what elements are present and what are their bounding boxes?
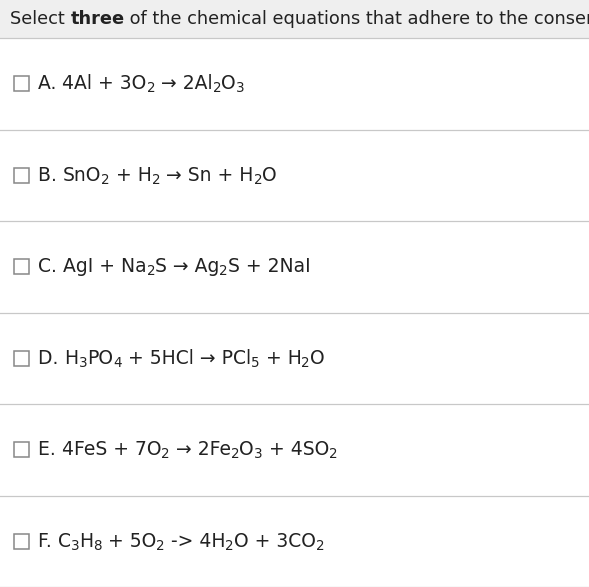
Text: 3: 3 [78, 356, 87, 370]
Text: O: O [221, 74, 236, 93]
Text: + 4SO: + 4SO [263, 440, 329, 459]
Bar [0, 130, 589, 221]
Text: → 2Al: → 2Al [155, 74, 213, 93]
Bar [14, 534, 29, 549]
Text: → Sn + H: → Sn + H [160, 166, 254, 185]
Text: 2: 2 [220, 264, 228, 278]
Bar [14, 442, 29, 457]
Text: D.: D. [38, 349, 64, 367]
Text: 3: 3 [254, 447, 263, 461]
Text: 4Al + 3O: 4Al + 3O [62, 74, 147, 93]
Text: Select: Select [10, 10, 70, 28]
Text: PO: PO [87, 349, 113, 367]
Text: O: O [262, 166, 277, 185]
Text: 2: 2 [226, 539, 234, 553]
Text: A.: A. [38, 74, 62, 93]
Text: B.: B. [38, 166, 63, 185]
Bar [14, 76, 29, 91]
Text: C.: C. [38, 257, 63, 276]
Text: -> 4H: -> 4H [165, 532, 226, 551]
Text: SnO: SnO [63, 166, 101, 185]
Text: 2: 2 [231, 447, 240, 461]
Text: 2: 2 [101, 173, 110, 187]
Text: 2: 2 [147, 81, 155, 95]
Text: S + 2NaI: S + 2NaI [228, 257, 311, 276]
Text: 2: 2 [329, 447, 337, 461]
Text: F.: F. [38, 532, 58, 551]
Text: AgI + Na: AgI + Na [63, 257, 147, 276]
Text: + H: + H [260, 349, 302, 367]
Bar [0, 38, 589, 130]
Text: 5: 5 [251, 356, 260, 370]
Text: + H: + H [110, 166, 152, 185]
Text: 2: 2 [302, 356, 310, 370]
Text: 4FeS + 7O: 4FeS + 7O [62, 440, 161, 459]
Bar [0, 221, 589, 312]
Bar [0, 312, 589, 404]
Text: 2: 2 [152, 173, 160, 187]
Text: O: O [310, 349, 325, 367]
Bar [0, 404, 589, 495]
Text: C: C [58, 532, 71, 551]
Text: three: three [70, 10, 124, 28]
Text: S → Ag: S → Ag [155, 257, 220, 276]
Text: 2: 2 [147, 264, 155, 278]
Text: E.: E. [38, 440, 62, 459]
Text: 8: 8 [94, 539, 102, 553]
Text: + 5O: + 5O [102, 532, 156, 551]
Text: 2: 2 [161, 447, 170, 461]
Text: 3: 3 [236, 81, 245, 95]
Text: O: O [240, 440, 254, 459]
Bar [0, 0, 589, 38]
Text: 4: 4 [113, 356, 122, 370]
Text: 2: 2 [316, 539, 325, 553]
Text: 2: 2 [254, 173, 262, 187]
Text: + 5HCl → PCl: + 5HCl → PCl [122, 349, 251, 367]
Bar [0, 495, 589, 587]
Bar [14, 168, 29, 183]
Bar [14, 259, 29, 274]
Text: → 2Fe: → 2Fe [170, 440, 231, 459]
Text: O + 3CO: O + 3CO [234, 532, 316, 551]
Bar [14, 351, 29, 366]
Text: 2: 2 [156, 539, 165, 553]
Text: 3: 3 [71, 539, 80, 553]
Text: of the chemical equations that adhere to the conservation of mass.: of the chemical equations that adhere to… [124, 10, 589, 28]
Text: H: H [64, 349, 78, 367]
Text: H: H [80, 532, 94, 551]
Text: 2: 2 [213, 81, 221, 95]
